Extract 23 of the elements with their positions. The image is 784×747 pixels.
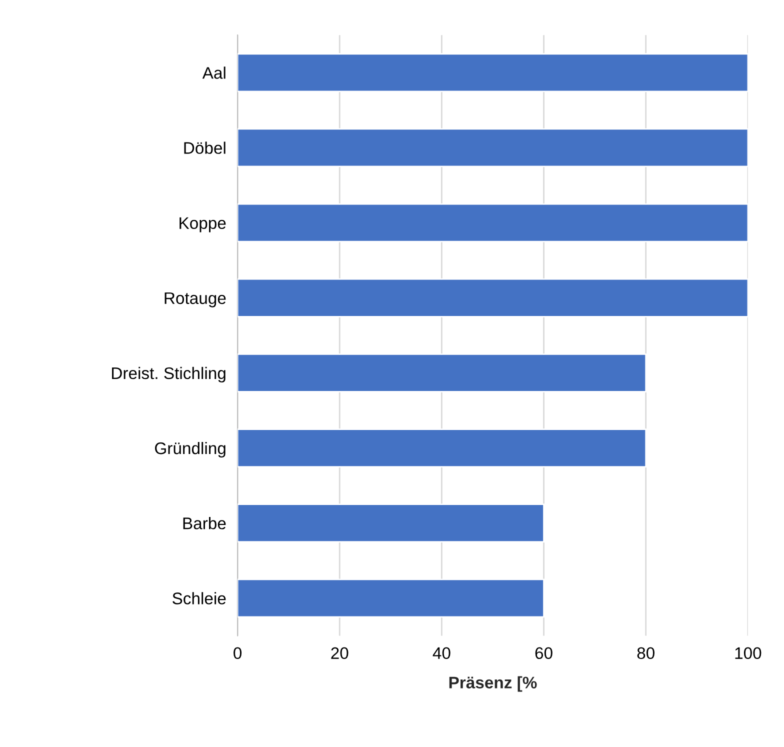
bar [238,53,748,92]
y-tick-label: Aal [202,66,226,79]
y-tick-label: Rotauge [164,292,226,308]
bar [238,428,647,468]
x-tick-label: 0 [234,647,242,660]
y-tick-label: Schleie [172,592,226,604]
bar [238,203,748,242]
x-axis-title: Präsenz [% [449,676,537,692]
bar [238,504,544,543]
y-tick-label: Döbel [184,142,226,154]
bar [238,278,748,318]
x-tick-label: 100 [735,647,762,660]
x-tick-label: 80 [637,647,654,660]
y-tick-label: Dreist. Stichling [112,366,226,382]
y-tick-label: Barbe [183,517,226,530]
y-tick-label: Gründling [155,442,226,458]
x-tick-label: 60 [535,647,552,660]
bar [238,353,647,392]
x-tick-label: 40 [432,647,450,660]
x-tick-label: 20 [331,647,348,660]
bar [238,128,748,168]
y-tick-label: Koppe [180,217,226,232]
bar [238,578,544,618]
